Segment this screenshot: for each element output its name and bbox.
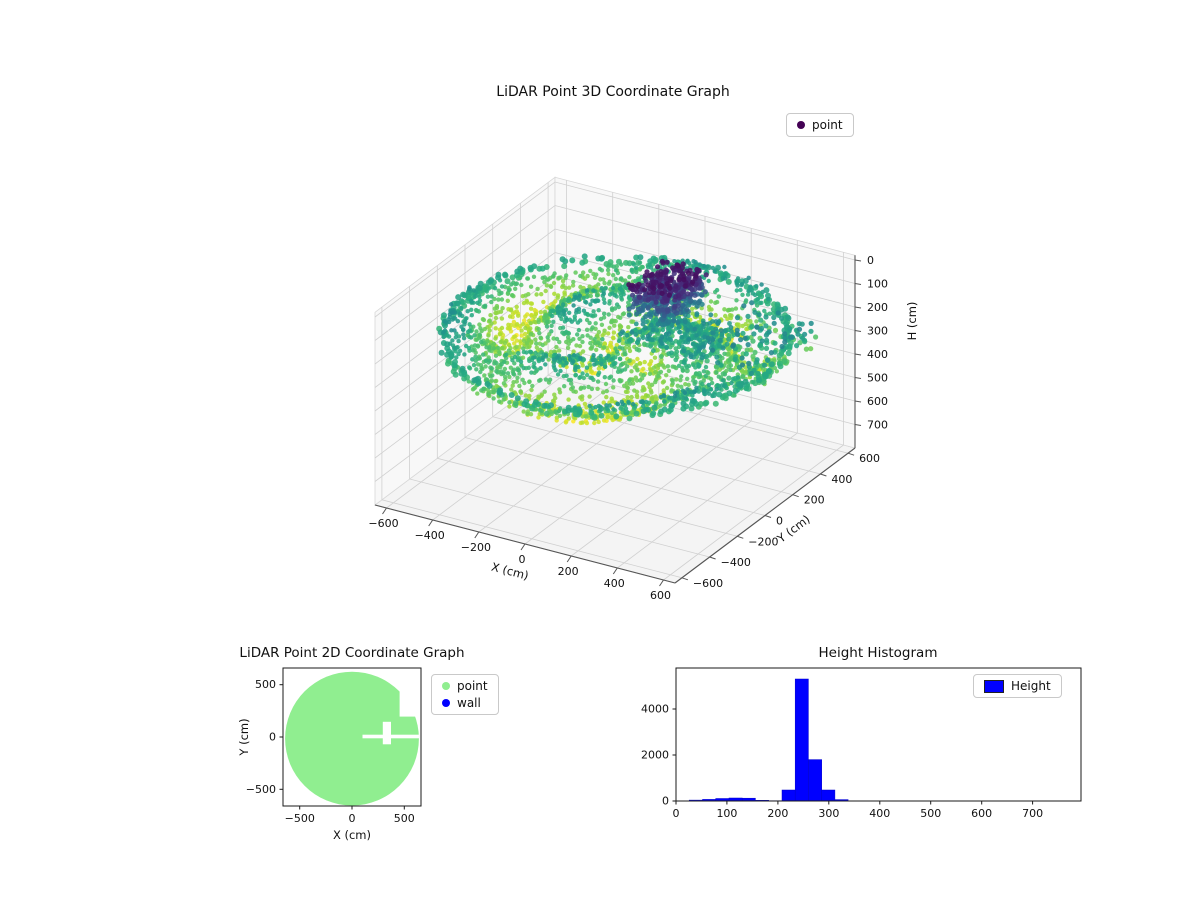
svg-text:600: 600: [650, 589, 671, 602]
point-marker-2d-icon: [442, 682, 450, 690]
svg-text:−600: −600: [693, 577, 723, 590]
hist-legend-label: Height: [1011, 679, 1051, 693]
svg-text:0: 0: [673, 807, 680, 820]
svg-text:2000: 2000: [641, 748, 669, 761]
wall-marker-2d-icon: [442, 699, 450, 707]
svg-text:300: 300: [818, 807, 839, 820]
svg-text:600: 600: [867, 395, 888, 408]
svg-text:−400: −400: [415, 529, 445, 542]
svg-text:100: 100: [867, 278, 888, 291]
svg-text:0: 0: [349, 812, 356, 825]
svg-text:700: 700: [867, 419, 888, 432]
svg-text:Y (cm): Y (cm): [237, 718, 251, 756]
svg-text:400: 400: [869, 807, 890, 820]
svg-text:0: 0: [519, 553, 526, 566]
plot3d-axes: −600 −400 −200 0 200 400 600 −600 −400 −200 0 200 40…: [368, 176, 919, 602]
svg-text:500: 500: [394, 812, 415, 825]
svg-text:200: 200: [767, 807, 788, 820]
svg-text:−600: −600: [368, 517, 398, 530]
svg-text:500: 500: [920, 807, 941, 820]
svg-text:0: 0: [269, 731, 276, 744]
plot3d-points: [436, 253, 819, 426]
svg-text:X (cm): X (cm): [333, 828, 371, 842]
svg-text:600: 600: [971, 807, 992, 820]
svg-text:0: 0: [662, 795, 669, 808]
svg-text:4000: 4000: [641, 702, 669, 715]
svg-text:200: 200: [558, 565, 579, 578]
svg-text:100: 100: [716, 807, 737, 820]
point-marker-3d-icon: [797, 121, 805, 129]
height-patch-icon: [984, 679, 1004, 693]
hist-axes: 0 100 200 300 400 500 600 700 0 2000 4000: [641, 667, 1082, 820]
svg-text:600: 600: [859, 452, 880, 465]
svg-text:−500: −500: [285, 812, 315, 825]
svg-text:−500: −500: [246, 783, 276, 796]
svg-text:200: 200: [804, 494, 825, 507]
hist-title: Height Histogram: [818, 645, 938, 661]
svg-text:400: 400: [867, 348, 888, 361]
plot2d-legend-entry-point: point: [442, 679, 488, 693]
plot2d-title: LiDAR Point 2D Coordinate Graph: [239, 645, 465, 661]
svg-text:−200: −200: [461, 541, 491, 554]
plot2d-axes: −500 0 500 −500 0 500 X (cm) Y (cm): [237, 667, 422, 842]
svg-text:400: 400: [831, 473, 852, 486]
hist-bars: [675, 678, 849, 802]
svg-text:200: 200: [867, 301, 888, 314]
svg-text:300: 300: [867, 325, 888, 338]
plot2d-points: [285, 671, 421, 806]
svg-text:0: 0: [867, 254, 874, 267]
plot3d-legend: point: [786, 113, 854, 137]
svg-text:−400: −400: [721, 556, 751, 569]
plot2d-legend-label-wall: wall: [457, 696, 481, 710]
plot2d-legend: point wall: [431, 674, 499, 715]
svg-text:700: 700: [1022, 807, 1043, 820]
svg-text:500: 500: [255, 678, 276, 691]
plot3d-title: LiDAR Point 3D Coordinate Graph: [496, 84, 730, 100]
plot2d-legend-label-point: point: [457, 679, 488, 693]
svg-text:0: 0: [776, 515, 783, 528]
svg-text:−200: −200: [748, 535, 778, 548]
plot3d-legend-label: point: [812, 118, 843, 132]
svg-text:400: 400: [604, 577, 625, 590]
svg-text:H (cm): H (cm): [905, 302, 919, 341]
svg-text:500: 500: [867, 372, 888, 385]
hist-legend: Height: [973, 674, 1062, 698]
plot2d-legend-entry-wall: wall: [442, 696, 481, 710]
